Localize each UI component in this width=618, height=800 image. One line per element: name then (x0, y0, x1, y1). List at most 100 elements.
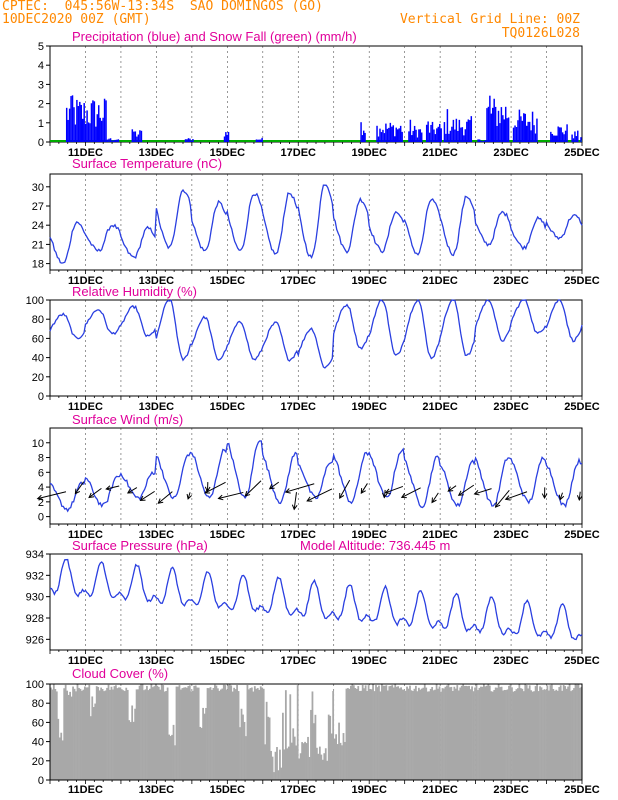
cloud-bar (115, 685, 117, 780)
temperature-xtick-label: 25DEC (564, 275, 600, 287)
precip-bar (566, 124, 568, 142)
cloud-bar (527, 688, 530, 780)
cloud-bar (444, 686, 447, 780)
cloud-ytick-label: 40 (32, 737, 44, 749)
cloud-bar (389, 685, 392, 780)
precip-bar (67, 119, 69, 142)
cloud-bar (240, 708, 243, 780)
precip-bar (554, 135, 556, 142)
wind-xtick-label: 11DEC (68, 529, 103, 541)
temperature-ytick-label: 24 (32, 220, 44, 232)
cloud-ytick-label: 20 (32, 756, 44, 768)
pressure-ytick-label: 926 (26, 634, 44, 646)
wind-arrow-head (74, 488, 81, 495)
wind-arrow (74, 481, 85, 494)
cloud-bar (475, 684, 478, 780)
precip-bar (140, 130, 143, 142)
cloud-bar (194, 685, 197, 780)
cloud-bar (52, 684, 55, 780)
cloud-bar (185, 687, 188, 780)
precip-bar (518, 109, 521, 142)
cloud-bar (140, 684, 142, 780)
cloud-bar (432, 690, 435, 780)
cloud-bar (134, 708, 137, 780)
precip-bar (380, 132, 383, 142)
wind-arrow (244, 480, 262, 497)
cloud-bar (570, 691, 572, 780)
wind-arrow (306, 488, 333, 502)
cloud-bar (431, 687, 434, 780)
cloud-bar (451, 690, 454, 780)
wind-ytick-label: 6 (38, 467, 44, 479)
precip-bar (391, 126, 393, 142)
wind-arrow (474, 488, 492, 495)
cloud-bar (438, 686, 441, 780)
precip-ytick-label: 3 (38, 79, 44, 91)
cloud-bar (369, 688, 371, 780)
pressure-xtick-label: 21DEC (422, 655, 458, 667)
cloud-bar (412, 691, 414, 780)
cloud-bar (542, 690, 544, 780)
precip-bar (376, 125, 378, 142)
cloud-bar (388, 686, 391, 780)
temperature-line (49, 184, 583, 264)
cloud-bar (357, 686, 360, 780)
temperature-xtick-label: 11DEC (68, 275, 103, 287)
cloud-bar (425, 687, 428, 780)
precip-bar (189, 138, 191, 142)
cloud-bar (420, 688, 423, 780)
precip-bar (437, 126, 440, 142)
cloud-bar (316, 747, 318, 780)
cloud-bar (69, 691, 71, 780)
precip-bar (575, 136, 578, 142)
precip-bar (460, 127, 462, 142)
pressure-title: Surface Pressure (hPa) (72, 538, 208, 553)
cloud-bar (531, 691, 534, 780)
pressure-frame (49, 553, 583, 651)
precip-bar (258, 139, 261, 142)
precip-bar (469, 120, 471, 142)
cloud-bar (193, 685, 196, 780)
cloud-bar (577, 684, 580, 780)
cloud-bar (196, 687, 199, 780)
cloud-bar (349, 685, 352, 780)
cloud-bar (571, 690, 574, 780)
wind-arrow-head (186, 493, 193, 500)
precip-bar (116, 139, 118, 142)
cloud-bar (215, 685, 218, 780)
precip-bar (379, 128, 381, 142)
precip-bar (487, 106, 490, 142)
cloud-bar (313, 723, 315, 780)
cloud-bar (500, 686, 503, 780)
wind-xtick-label: 23DEC (493, 529, 529, 541)
precip-bar (481, 141, 484, 142)
precip-bar (395, 127, 397, 142)
cloud-bar (101, 689, 104, 780)
precip-bar (536, 118, 538, 142)
cloud-bar (546, 685, 549, 780)
humidity-title: Relative Humidity (%) (72, 284, 197, 299)
cloud-bar (326, 760, 329, 780)
cloud-bar (57, 718, 60, 780)
cloud-bar (376, 687, 379, 780)
cloud-bar (280, 767, 283, 780)
cloud-bar (147, 690, 150, 780)
wind-arrow (339, 479, 351, 499)
wind-arrow-head (217, 494, 224, 501)
precip-bar (484, 140, 487, 142)
cloud-bar (499, 687, 502, 780)
cloud-bar (367, 685, 370, 780)
cloud-bar (230, 685, 233, 780)
precip-bar (77, 106, 80, 142)
cloud-bar (299, 753, 302, 780)
cloud-bar (293, 736, 296, 780)
cloud-bar (261, 687, 264, 780)
precip-bar (98, 105, 100, 142)
precip-bar (226, 134, 228, 142)
cloud-bar (79, 688, 82, 780)
cloud-bar (138, 685, 141, 780)
precip-bar (457, 130, 459, 142)
precip-bar (525, 125, 528, 142)
cloud-bar (462, 684, 465, 780)
wind-arrow (157, 491, 173, 504)
